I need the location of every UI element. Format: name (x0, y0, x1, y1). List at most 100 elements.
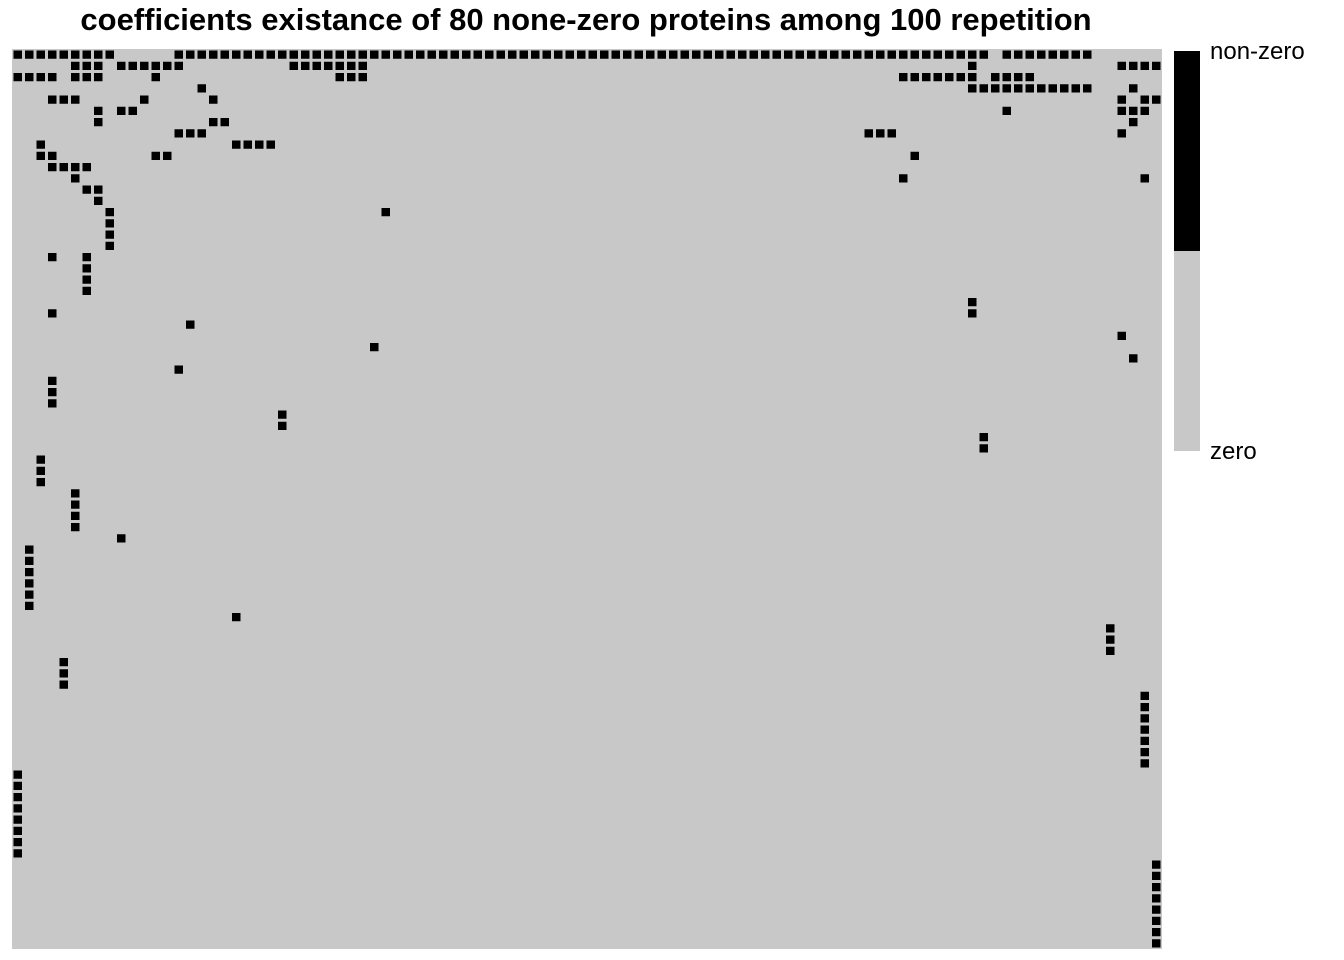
heatmap-cell-nonzero (922, 73, 931, 82)
heatmap-cell-nonzero (439, 50, 448, 59)
heatmap-cell-nonzero (404, 50, 413, 59)
heatmap-cell-nonzero (968, 84, 977, 93)
heatmap-cell-nonzero (48, 73, 57, 82)
heatmap-cell-nonzero (174, 129, 183, 138)
heatmap-cell-nonzero (565, 50, 574, 59)
heatmap-cell-nonzero (680, 50, 689, 59)
heatmap-cell-nonzero (48, 399, 57, 408)
heatmap-cell-nonzero (82, 61, 91, 70)
heatmap-cell-nonzero (59, 95, 68, 104)
heatmap-cell-nonzero (657, 50, 666, 59)
heatmap-cell-nonzero (393, 50, 402, 59)
heatmap-cell-nonzero (13, 838, 22, 847)
heatmap-cell-nonzero (71, 50, 80, 59)
heatmap-cell-nonzero (13, 50, 22, 59)
heatmap-cell-nonzero (335, 61, 344, 70)
heatmap-cell-nonzero (197, 84, 206, 93)
heatmap-cell-nonzero (13, 826, 22, 835)
heatmap-cell-nonzero (1140, 725, 1149, 734)
heatmap-cell-nonzero (1106, 635, 1115, 644)
heatmap-cell-nonzero (818, 50, 827, 59)
heatmap-cell-nonzero (105, 219, 114, 228)
legend-swatch-zero (1174, 251, 1200, 451)
heatmap-cell-nonzero (381, 50, 390, 59)
heatmap-cell-nonzero (220, 50, 229, 59)
heatmap-cell-nonzero (266, 50, 275, 59)
heatmap-cell-nonzero (117, 61, 126, 70)
heatmap-cell-nonzero (669, 50, 678, 59)
heatmap-cell-nonzero (1048, 50, 1057, 59)
heatmap-cell-nonzero (151, 151, 160, 160)
heatmap-cell-nonzero (59, 669, 68, 678)
heatmap-cell-nonzero (94, 106, 103, 115)
heatmap-cell-nonzero (979, 444, 988, 453)
heatmap-cell-nonzero (71, 511, 80, 520)
heatmap-cell-nonzero (968, 309, 977, 318)
heatmap-cell-nonzero (1071, 84, 1080, 93)
heatmap-cell-nonzero (289, 50, 298, 59)
heatmap-cell-nonzero (1129, 106, 1138, 115)
heatmap-cell-nonzero (473, 50, 482, 59)
heatmap-cell-nonzero (13, 73, 22, 82)
heatmap-cell-nonzero (1140, 95, 1149, 104)
heatmap-cell-nonzero (853, 50, 862, 59)
heatmap-cell-nonzero (71, 500, 80, 509)
heatmap-cell-nonzero (82, 286, 91, 295)
heatmap-cell-nonzero (71, 489, 80, 498)
heatmap-cell-nonzero (163, 61, 172, 70)
heatmap (12, 49, 1162, 949)
heatmap-cell-nonzero (864, 129, 873, 138)
heatmap-cell-nonzero (59, 50, 68, 59)
heatmap-cell-nonzero (600, 50, 609, 59)
heatmap-cell-nonzero (588, 50, 597, 59)
heatmap-cell-nonzero (979, 433, 988, 442)
heatmap-cell-nonzero (1152, 916, 1161, 925)
heatmap-cell-nonzero (979, 50, 988, 59)
heatmap-cell-nonzero (1140, 736, 1149, 745)
heatmap-cell-nonzero (1152, 905, 1161, 914)
heatmap-cell-nonzero (1048, 84, 1057, 93)
heatmap-cell-nonzero (94, 118, 103, 127)
heatmap-cell-nonzero (13, 781, 22, 790)
heatmap-cell-nonzero (324, 61, 333, 70)
heatmap-cell-nonzero (174, 61, 183, 70)
heatmap-cell-nonzero (48, 95, 57, 104)
heatmap-cell-nonzero (220, 118, 229, 127)
heatmap-cell-nonzero (1152, 883, 1161, 892)
heatmap-cell-nonzero (1106, 624, 1115, 633)
heatmap-cell-nonzero (71, 163, 80, 172)
heatmap-cell-nonzero (151, 73, 160, 82)
heatmap-cell-nonzero (738, 50, 747, 59)
heatmap-cell-nonzero (841, 50, 850, 59)
legend-colorbar (1174, 51, 1200, 451)
heatmap-cell-nonzero (968, 61, 977, 70)
heatmap-cell-nonzero (186, 50, 195, 59)
heatmap-cell-nonzero (1117, 106, 1126, 115)
heatmap-cell-nonzero (71, 95, 80, 104)
legend-label-nonzero: non-zero (1210, 38, 1305, 65)
heatmap-cell-nonzero (1014, 50, 1023, 59)
heatmap-cell-nonzero (956, 50, 965, 59)
heatmap-cell-nonzero (59, 163, 68, 172)
heatmap-cell-nonzero (48, 388, 57, 397)
heatmap-cell-nonzero (174, 50, 183, 59)
heatmap-cell-nonzero (312, 50, 321, 59)
heatmap-cell-nonzero (13, 815, 22, 824)
heatmap-cell-nonzero (1025, 50, 1034, 59)
heatmap-cell-nonzero (1152, 95, 1161, 104)
heatmap-cell-nonzero (634, 50, 643, 59)
heatmap-cell-nonzero (48, 151, 57, 160)
heatmap-cell-nonzero (25, 73, 34, 82)
heatmap-cell-nonzero (703, 50, 712, 59)
heatmap-cell-nonzero (1014, 73, 1023, 82)
heatmap-cell-nonzero (1152, 928, 1161, 937)
heatmap-cell-nonzero (1117, 61, 1126, 70)
heatmap-cell-nonzero (1140, 174, 1149, 183)
heatmap-cell-nonzero (450, 50, 459, 59)
heatmap-cell-nonzero (13, 793, 22, 802)
heatmap-cell-nonzero (278, 421, 287, 430)
heatmap-cell-nonzero (13, 849, 22, 858)
heatmap-cell-nonzero (1140, 714, 1149, 723)
heatmap-cell-nonzero (301, 61, 310, 70)
heatmap-cell-nonzero (128, 106, 137, 115)
